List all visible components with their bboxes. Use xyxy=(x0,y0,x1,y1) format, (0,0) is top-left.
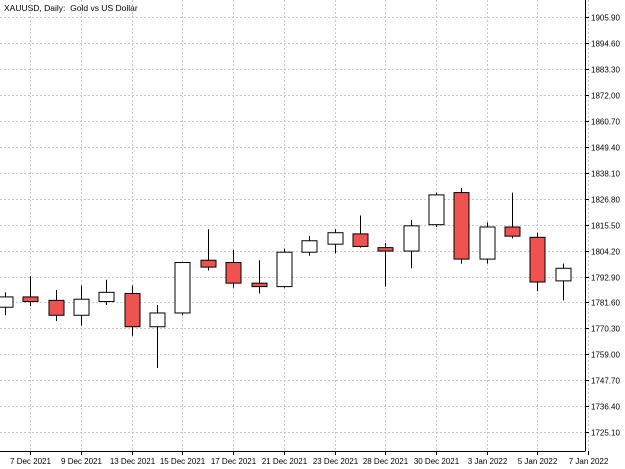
candle xyxy=(479,222,496,264)
candle-body-bull xyxy=(428,194,445,226)
y-tick-label: 1815.50 xyxy=(591,222,620,231)
candle xyxy=(124,285,141,336)
y-tick-label: 1838.10 xyxy=(591,170,620,179)
candle-body-bear xyxy=(377,247,394,252)
y-tick-label: 1747.70 xyxy=(591,377,620,386)
candle xyxy=(403,220,420,269)
y-tick-label: 1770.30 xyxy=(591,325,620,334)
y-tick-label: 1849.40 xyxy=(591,144,620,153)
candle xyxy=(98,279,115,305)
x-tick-label: 13 Dec 2021 xyxy=(110,457,156,466)
candle xyxy=(22,276,39,307)
x-tick-label: 23 Dec 2021 xyxy=(313,457,359,466)
x-tick-label: 28 Dec 2021 xyxy=(363,457,409,466)
candle xyxy=(225,249,242,288)
candle-body-bear xyxy=(529,236,546,283)
candle-body-bull xyxy=(479,226,496,260)
y-tick-label: 1759.00 xyxy=(591,351,620,360)
candle xyxy=(0,292,14,316)
y-tick-label: 1872.00 xyxy=(591,92,620,101)
x-tick-label: 17 Dec 2021 xyxy=(211,457,257,466)
candle xyxy=(251,260,268,294)
candle-body-bear xyxy=(200,259,217,268)
y-tick-label: 1860.70 xyxy=(591,118,620,127)
x-tick-label: 5 Jan 2022 xyxy=(518,457,558,466)
candle xyxy=(149,304,166,368)
candle xyxy=(174,262,191,316)
candle-body-bear xyxy=(225,262,242,284)
y-tick-label: 1826.80 xyxy=(591,196,620,205)
x-tick-label: 15 Dec 2021 xyxy=(160,457,206,466)
candle xyxy=(453,188,470,264)
candle-body-bull xyxy=(73,298,90,316)
candle-body-bull xyxy=(276,251,293,288)
chart-title: XAUUSD, Daily: Gold vs US Dollar xyxy=(4,3,138,13)
y-tick-label: 1804.20 xyxy=(591,248,620,257)
y-tick-label: 1883.30 xyxy=(591,66,620,75)
candle-body-bull xyxy=(327,232,344,245)
y-tick-label: 1725.10 xyxy=(591,429,620,438)
candle xyxy=(327,229,344,254)
candle xyxy=(276,248,293,288)
x-tick-label: 7 Dec 2021 xyxy=(10,457,51,466)
y-tick-label: 1894.60 xyxy=(591,40,620,49)
candle xyxy=(200,229,217,271)
candle-body-bear xyxy=(251,282,268,288)
candle xyxy=(352,215,369,248)
candle xyxy=(428,192,445,227)
y-tick-label: 1736.40 xyxy=(591,403,620,412)
candle xyxy=(529,232,546,292)
candle-body-bull xyxy=(0,296,14,308)
candle-body-bear xyxy=(352,233,369,247)
candle-body-bull xyxy=(403,225,420,252)
candle-body-bear xyxy=(124,292,141,328)
candle-body-bear xyxy=(453,192,470,260)
candle xyxy=(377,243,394,287)
x-tick-label: 7 Jan 2022 xyxy=(569,457,609,466)
grid-lines xyxy=(0,0,589,451)
candle xyxy=(555,263,572,301)
y-tick-label: 1792.90 xyxy=(591,274,620,283)
candle-body-bull xyxy=(555,267,572,282)
candle xyxy=(301,236,318,256)
candle-body-bear xyxy=(504,226,521,237)
candle xyxy=(504,192,521,239)
y-tick-label: 1905.90 xyxy=(591,14,620,23)
candle-body-bull xyxy=(174,262,191,314)
candle-body-bear xyxy=(48,299,65,316)
candles xyxy=(0,188,572,368)
candle-body-bear xyxy=(22,296,39,303)
candle-body-bull xyxy=(98,291,115,303)
candle xyxy=(48,290,65,321)
candle-body-bull xyxy=(149,312,166,328)
x-tick-label: 9 Dec 2021 xyxy=(61,457,102,466)
y-tick-label: 1781.60 xyxy=(591,299,620,308)
candle-body-bull xyxy=(301,240,318,253)
x-tick-label: 3 Jan 2022 xyxy=(468,457,508,466)
x-tick-label: 30 Dec 2021 xyxy=(414,457,460,466)
candle xyxy=(73,285,90,326)
x-tick-label: 21 Dec 2021 xyxy=(262,457,308,466)
